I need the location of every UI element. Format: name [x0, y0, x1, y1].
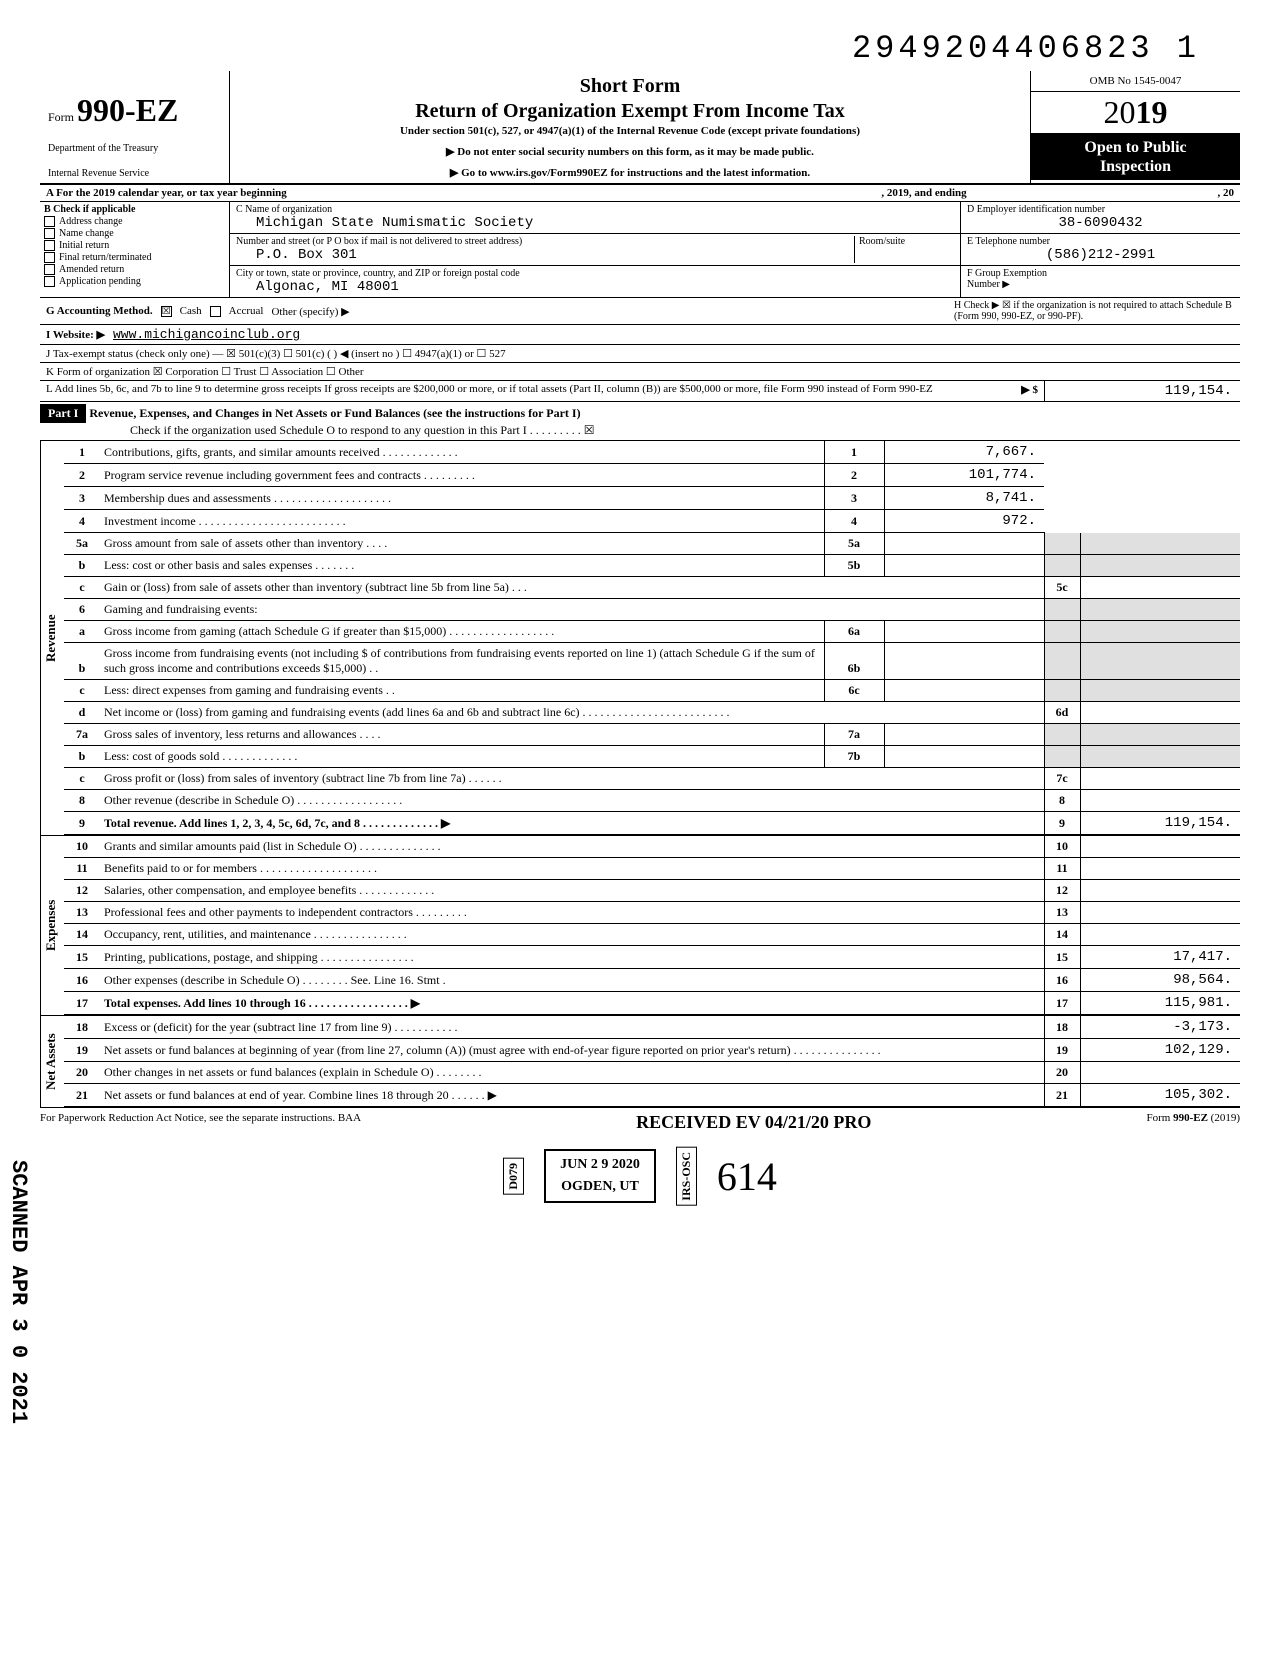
form-label: Form: [48, 110, 74, 124]
addr-value: P.O. Box 301: [236, 247, 854, 263]
group-exempt-label2: Number ▶: [967, 279, 1234, 290]
row-g-accounting: G Accounting Method. ☒Cash Accrual Other…: [40, 298, 1240, 325]
line3-amt: 8,741.: [884, 487, 1044, 510]
line1-amt: 7,667.: [884, 441, 1044, 464]
org-name-label: C Name of organization: [236, 204, 954, 215]
scanned-stamp: SCANNED APR 3 0 2021: [6, 1160, 31, 1424]
chk-address-change[interactable]: [44, 216, 55, 227]
form-number: 990-EZ: [77, 92, 178, 128]
stamps-area: D079 JUN 2 9 2020 OGDEN, UT IRS-OSC 614: [40, 1147, 1240, 1206]
part1-check-line: Check if the organization used Schedule …: [40, 423, 1240, 438]
title-main: Return of Organization Exempt From Incom…: [238, 100, 1022, 123]
line2-amt: 101,774.: [884, 464, 1044, 487]
line13-amt: [1080, 902, 1240, 924]
chk-pending[interactable]: [44, 276, 55, 287]
line12-amt: [1080, 880, 1240, 902]
part1-title: Revenue, Expenses, and Changes in Net As…: [89, 406, 580, 420]
row-k-org-form: K Form of organization ☒ Corporation ☐ T…: [40, 363, 1240, 381]
row-a-tax-year: A For the 2019 calendar year, or tax yea…: [40, 185, 1240, 202]
title-short: Short Form: [238, 75, 1022, 98]
line18-amt: -3,173.: [1080, 1016, 1240, 1039]
row-h: H Check ▶ ☒ if the organization is not r…: [954, 300, 1234, 322]
website-value: www.michigancoinclub.org: [113, 327, 300, 342]
col-b-header: B Check if applicable: [44, 204, 135, 215]
side-revenue: Revenue: [40, 441, 64, 835]
col-b-checkboxes: B Check if applicable Address change Nam…: [40, 202, 230, 297]
title-sub: Under section 501(c), 527, or 4947(a)(1)…: [238, 125, 1022, 137]
gross-receipts-value: 119,154.: [1044, 381, 1240, 401]
line6d-amt: [1080, 702, 1240, 724]
header-grid: B Check if applicable Address change Nam…: [40, 202, 1240, 298]
irs-osc-stamp: IRS-OSC: [676, 1147, 697, 1206]
footer-left: For Paperwork Reduction Act Notice, see …: [40, 1112, 361, 1133]
netassets-section: Net Assets 18Excess or (deficit) for the…: [40, 1016, 1240, 1108]
city-value: Algonac, MI 48001: [236, 279, 954, 295]
open-public: Open to Public Inspection: [1031, 134, 1240, 180]
title-box: Short Form Return of Organization Exempt…: [230, 71, 1030, 183]
col-c-org-info: C Name of organization Michigan State Nu…: [230, 202, 960, 297]
ein-value: 38-6090432: [967, 215, 1234, 231]
form-header: Form 990-EZ Department of the Treasury I…: [40, 71, 1240, 185]
chk-final-return[interactable]: [44, 252, 55, 263]
line15-amt: 17,417.: [1080, 946, 1240, 969]
revenue-section: Revenue 1Contributions, gifts, grants, a…: [40, 441, 1240, 836]
group-exempt-label: F Group Exemption: [967, 268, 1234, 279]
line16-amt: 98,564.: [1080, 969, 1240, 992]
date-stamp: JUN 2 9 2020 OGDEN, UT: [544, 1149, 656, 1203]
line9-amt: 119,154.: [1080, 812, 1240, 835]
warn-ssn: ▶ Do not enter social security numbers o…: [238, 145, 1022, 158]
chk-initial-return[interactable]: [44, 240, 55, 251]
dept-treasury: Department of the Treasury: [48, 143, 221, 154]
row-l-gross: L Add lines 5b, 6c, and 7b to line 9 to …: [40, 381, 1240, 402]
tax-year: 20201919: [1031, 92, 1240, 134]
side-netassets: Net Assets: [40, 1016, 64, 1107]
line7c-amt: [1080, 768, 1240, 790]
form-id-box: Form 990-EZ Department of the Treasury I…: [40, 71, 230, 183]
chk-cash[interactable]: ☒: [161, 306, 172, 317]
line10-amt: [1080, 836, 1240, 858]
expenses-section: Expenses 10Grants and similar amounts pa…: [40, 836, 1240, 1016]
line21-amt: 105,302.: [1080, 1084, 1240, 1107]
ein-label: D Employer identification number: [967, 204, 1234, 215]
line20-amt: [1080, 1062, 1240, 1084]
line5c-amt: [1080, 577, 1240, 599]
part1-tag: Part I: [40, 404, 86, 423]
room-suite-label: Room/suite: [854, 236, 954, 263]
side-expenses: Expenses: [40, 836, 64, 1015]
part1-header: Part I Revenue, Expenses, and Changes in…: [40, 402, 1240, 441]
doc-number: 2949204406823 1: [40, 30, 1240, 67]
goto-url: ▶ Go to www.irs.gov/Form990EZ for instru…: [238, 166, 1022, 179]
signature: 614: [717, 1153, 777, 1200]
line14-amt: [1080, 924, 1240, 946]
dept-irs: Internal Revenue Service: [48, 168, 221, 179]
col-de: D Employer identification number 38-6090…: [960, 202, 1240, 297]
footer-received: RECEIVED EV 04/21/20 PRO: [636, 1112, 871, 1133]
d079-stamp: D079: [503, 1158, 524, 1195]
chk-amended[interactable]: [44, 264, 55, 275]
line19-amt: 102,129.: [1080, 1039, 1240, 1062]
year-box: OMB No 1545-0047 20201919 Open to Public…: [1030, 71, 1240, 183]
row-i-website: I Website: ▶ www.michigancoinclub.org: [40, 325, 1240, 345]
omb-number: OMB No 1545-0047: [1031, 71, 1240, 92]
footer-right: Form 990-EZ (2019): [1146, 1112, 1240, 1133]
chk-name-change[interactable]: [44, 228, 55, 239]
line4-amt: 972.: [884, 510, 1044, 533]
line11-amt: [1080, 858, 1240, 880]
line8-amt: [1080, 790, 1240, 812]
addr-label: Number and street (or P O box if mail is…: [236, 236, 854, 247]
row-j-status: J Tax-exempt status (check only one) — ☒…: [40, 345, 1240, 363]
city-label: City or town, state or province, country…: [236, 268, 954, 279]
row-l-text: L Add lines 5b, 6c, and 7b to line 9 to …: [46, 383, 933, 395]
line17-amt: 115,981.: [1080, 992, 1240, 1015]
chk-accrual[interactable]: [210, 306, 221, 317]
phone-label: E Telephone number: [967, 236, 1234, 247]
footer: For Paperwork Reduction Act Notice, see …: [40, 1108, 1240, 1137]
phone-value: (586)212-2991: [967, 247, 1234, 263]
org-name: Michigan State Numismatic Society: [236, 215, 954, 231]
